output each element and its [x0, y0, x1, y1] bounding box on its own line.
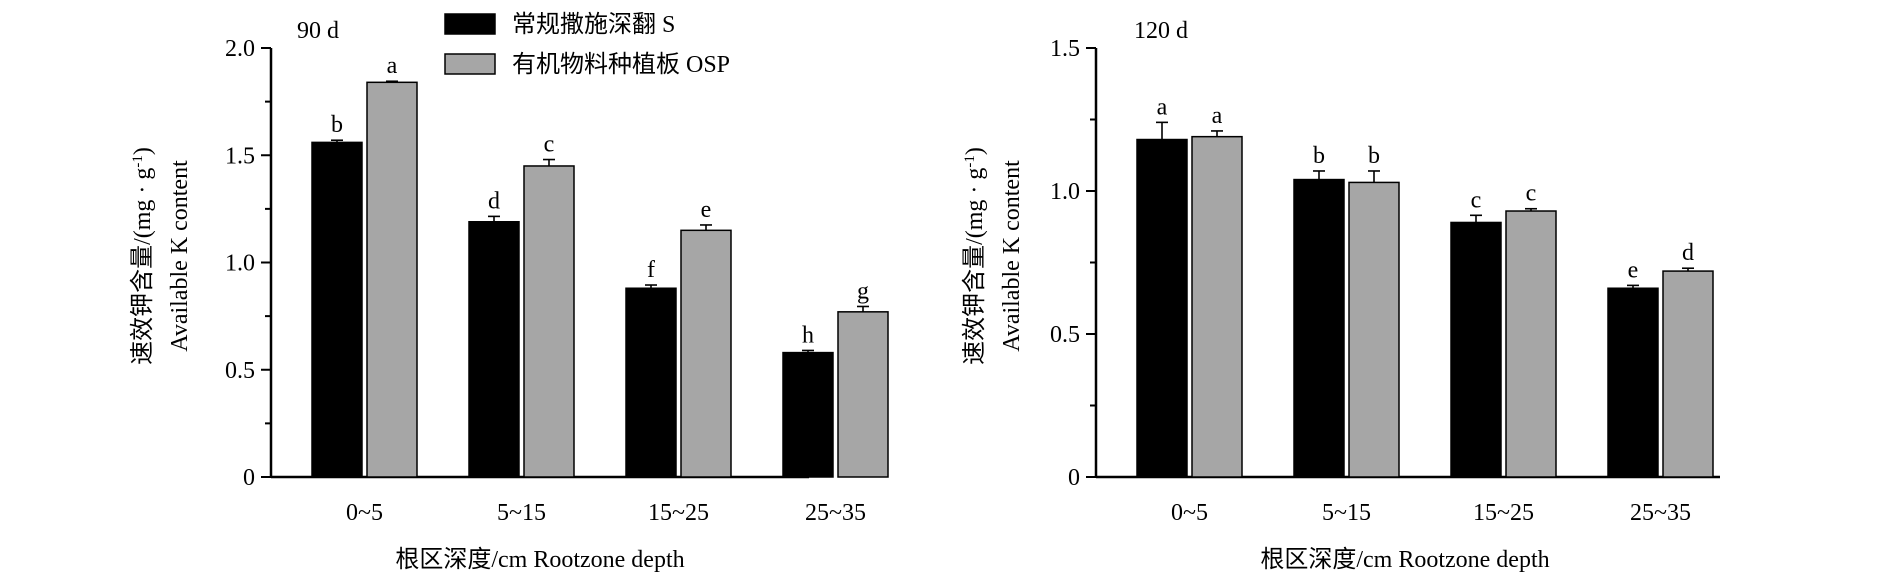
x-tick-label: 0~5	[346, 500, 383, 526]
y-tick-label: 1.5	[225, 143, 255, 169]
y-tick-label: 0.5	[1050, 322, 1080, 348]
significance-letter: a	[1212, 103, 1223, 129]
legend-label-s: 常规撒施深翻 S	[512, 11, 675, 38]
legend: 常规撒施深翻 S 有机物料种植板 OSP	[444, 11, 730, 78]
significance-letter: a	[387, 53, 398, 79]
significance-letter: e	[701, 197, 712, 223]
x-axis-title: 根区深度/cm Rootzone depth	[1260, 546, 1549, 573]
y-tick-label: 0.5	[225, 358, 255, 384]
y-axis-title-en: Available K content	[167, 160, 193, 352]
x-tick-label: 15~25	[1473, 500, 1534, 526]
panel-label: 120 d	[1134, 18, 1188, 44]
x-tick-label: 25~35	[1630, 500, 1691, 526]
y-tick-label: 1.0	[225, 251, 255, 277]
bar	[837, 311, 889, 478]
y-axis-title-en: Available K content	[999, 160, 1025, 352]
y-axis-title-cn: 速效钾含量/(mg · g-1)	[129, 147, 156, 365]
panel-label: 90 d	[297, 18, 339, 44]
significance-letter: b	[331, 112, 343, 138]
legend-label-osp: 有机物料种植板 OSP	[512, 51, 730, 78]
x-tick-label: 0~5	[1171, 500, 1208, 526]
y-tick-label: 1.0	[1050, 179, 1080, 205]
y-tick-label: 1.5	[1050, 36, 1080, 62]
bar	[1136, 138, 1188, 478]
bar	[1450, 221, 1502, 478]
x-tick-label: 25~35	[805, 500, 866, 526]
bar	[1191, 135, 1243, 478]
x-tick-label: 5~15	[497, 500, 546, 526]
x-axis-title: 根区深度/cm Rootzone depth	[395, 546, 684, 573]
bar	[311, 141, 363, 478]
bar	[782, 351, 834, 478]
significance-letter: c	[1471, 187, 1482, 213]
significance-letter: g	[857, 278, 869, 304]
y-axis-title-cn: 速效钾含量/(mg · g-1)	[961, 147, 988, 365]
bar	[1662, 270, 1714, 478]
bar	[1505, 210, 1557, 478]
legend-swatch-s	[444, 13, 496, 35]
bar	[1607, 287, 1659, 478]
significance-letter: h	[802, 322, 814, 348]
x-tick-label: 15~25	[648, 500, 709, 526]
bar	[1348, 181, 1400, 478]
significance-letter: d	[488, 188, 500, 214]
bar	[523, 165, 575, 478]
bar	[625, 287, 677, 478]
y-tick-label: 2.0	[225, 36, 255, 62]
bar	[680, 229, 732, 478]
bar	[468, 220, 520, 478]
significance-letter: f	[647, 257, 655, 283]
panel-120d: 120 d 0 0.5 1.0 1.5 a a 0~5 b b 5~15 c c 15~25 e d 25~35…	[961, 18, 1720, 573]
significance-letter: b	[1313, 143, 1325, 169]
bar	[366, 81, 418, 478]
y-tick-label: 0	[243, 465, 255, 491]
panel-90d: 90 d 0 0.5 1.0 1.5 2.0 b a 0~5 d c 5~15 f e 15~25 h g 25~…	[129, 18, 889, 573]
bar	[1293, 178, 1345, 478]
y-tick-label: 0	[1068, 465, 1080, 491]
legend-swatch-osp	[444, 53, 496, 75]
significance-letter: c	[1526, 181, 1537, 207]
significance-letter: e	[1628, 257, 1639, 283]
x-tick-label: 5~15	[1322, 500, 1371, 526]
significance-letter: a	[1157, 94, 1168, 120]
significance-letter: d	[1682, 240, 1694, 266]
significance-letter: c	[544, 132, 555, 158]
significance-letter: b	[1368, 143, 1380, 169]
